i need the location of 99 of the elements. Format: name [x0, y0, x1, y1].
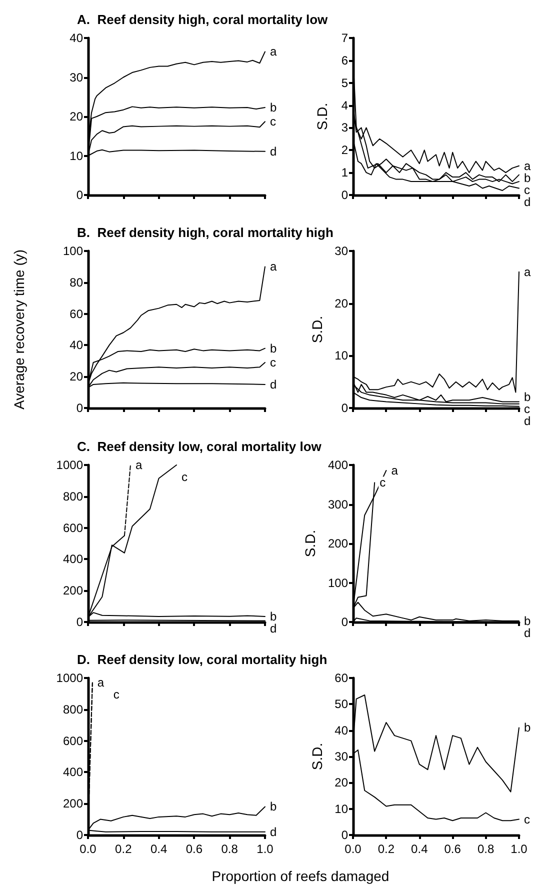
series-label: c [380, 476, 386, 490]
series-label: d [270, 824, 277, 839]
y-tick-label: 10 [334, 802, 348, 816]
y-tick-label: 40 [70, 338, 84, 352]
series-label: b [270, 800, 277, 814]
series-label: a [270, 44, 277, 59]
y-tick-label: 400 [328, 458, 348, 472]
y-tick-label: 40 [334, 723, 348, 738]
y-tick-label: 6 [341, 53, 348, 68]
series-label: c [182, 470, 188, 484]
series-label: b [524, 720, 531, 735]
y-tick-label: 2 [341, 143, 348, 158]
x-tick-label: 1.0 [510, 842, 528, 856]
series-label: b [270, 341, 277, 356]
y-tick-label: 0 [76, 615, 84, 629]
chart-title: B. Reef density high, coral mortality high [77, 225, 334, 240]
x-tick-label: 0.0 [80, 842, 97, 856]
y-tick-label: 7 [341, 31, 348, 45]
x-tick-label: 0.8 [477, 842, 494, 856]
series-label: c [113, 688, 120, 702]
y-tick-label: 1000 [56, 458, 84, 472]
series-label: a [391, 463, 398, 478]
series-label: b [524, 614, 531, 628]
y-tick-label: 60 [70, 306, 84, 321]
y-tick-label: 0 [341, 828, 348, 842]
x-tick-label: 0.2 [378, 842, 395, 856]
series-label: c [270, 114, 276, 129]
chart-title: A. Reef density high, coral mortality low [77, 12, 329, 27]
y-tick-label: 5 [341, 76, 348, 90]
x-tick-label: 1.0 [256, 842, 274, 856]
series-label: d [524, 414, 531, 428]
y-tick-label: 20 [334, 776, 348, 790]
x-tick-label: 0.4 [150, 842, 168, 856]
y-axis-title: S.D. [308, 742, 325, 770]
x-axis-title: Proportion of reefs damaged [212, 868, 390, 884]
series-label: b [524, 170, 531, 185]
series-label: c [524, 402, 530, 416]
x-tick-label: 0.6 [444, 842, 462, 856]
series-label: a [524, 158, 531, 173]
y-tick-label: 80 [70, 275, 84, 290]
y-tick-label: 0 [341, 188, 348, 202]
series-label: d [270, 622, 277, 636]
chart-title: C. Reef density low, coral mortality low [77, 439, 322, 454]
y-axis-title: S.D. [308, 316, 325, 344]
y-tick-label: 40 [70, 31, 84, 45]
series-label: b [270, 610, 277, 624]
y-tick-label: 300 [328, 497, 348, 512]
series-label: a [135, 458, 142, 472]
y-tick-label: 1 [341, 166, 348, 180]
y-tick-label: 4 [341, 98, 348, 112]
y-tick-label: 0 [341, 401, 348, 415]
x-tick-label: 0.2 [115, 842, 132, 856]
y-tick-label: 0 [76, 828, 84, 842]
y-tick-label: 100 [62, 244, 84, 258]
y-tick-label: 0 [76, 188, 84, 202]
y-tick-label: 200 [62, 796, 84, 811]
series-label: d [524, 194, 531, 209]
series-label: b [524, 390, 531, 404]
y-tick-label: 200 [328, 536, 348, 550]
y-axis-title: S.D. [302, 530, 318, 558]
y-tick-label: 60 [334, 671, 348, 685]
y-tick-label: 1000 [56, 671, 84, 685]
x-tick-label: 0.0 [344, 842, 362, 856]
y-tick-label: 400 [62, 552, 84, 566]
series-label: d [524, 626, 531, 640]
y-tick-label: 3 [341, 120, 348, 135]
series-label: d [270, 144, 277, 158]
y-tick-label: 400 [62, 765, 84, 780]
y-tick-label: 800 [62, 702, 84, 716]
series-label: a [524, 264, 531, 279]
x-tick-label: 0.4 [411, 842, 428, 856]
series-label: c [270, 355, 276, 370]
y-axis-title: Average recovery time (y) [11, 249, 27, 410]
y-tick-label: 600 [62, 520, 84, 535]
series-label: c [524, 812, 530, 826]
series-label: b [270, 100, 277, 114]
series-label: a [97, 676, 104, 690]
y-tick-label: 30 [334, 750, 348, 764]
y-tick-label: 20 [70, 370, 84, 384]
y-tick-label: 10 [334, 348, 348, 363]
y-tick-label: 600 [62, 734, 84, 748]
y-axis-title: S.D. [314, 102, 330, 130]
y-tick-label: 800 [62, 489, 84, 504]
y-tick-label: 30 [70, 70, 84, 84]
y-tick-label: 10 [70, 148, 84, 163]
y-tick-label: 30 [334, 244, 348, 258]
series-label: a [270, 260, 277, 274]
y-tick-label: 20 [70, 110, 84, 124]
y-tick-label: 20 [334, 296, 348, 310]
y-tick-label: 0 [76, 401, 84, 415]
y-tick-label: 50 [334, 697, 348, 712]
chart-title: D. Reef density low, coral mortality high [77, 652, 328, 667]
y-tick-label: 200 [62, 584, 84, 598]
x-tick-label: 0.6 [186, 842, 203, 856]
y-tick-label: 100 [328, 576, 348, 590]
y-tick-label: 0 [341, 615, 348, 629]
series-label: d [270, 377, 277, 392]
x-tick-label: 0.8 [221, 842, 238, 856]
series-label: c [524, 182, 530, 197]
